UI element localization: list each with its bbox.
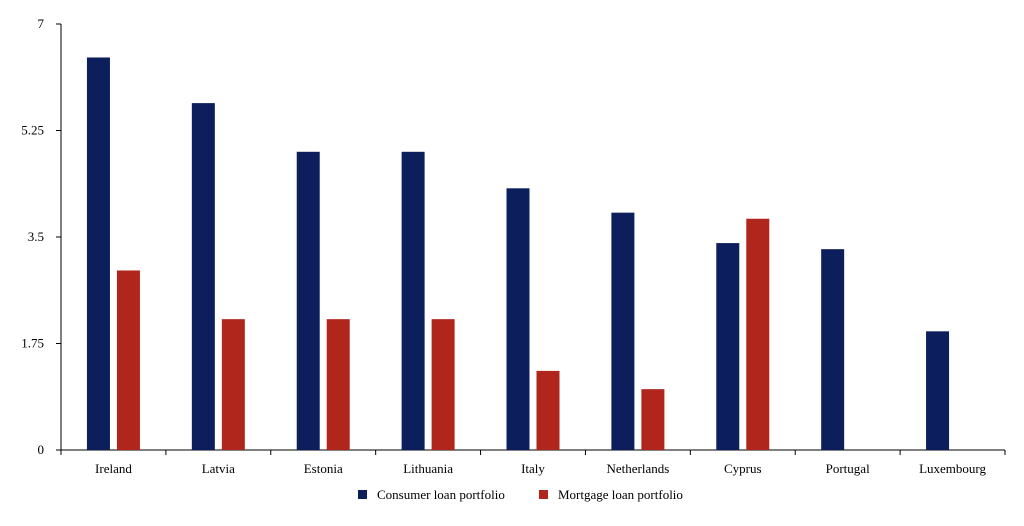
x-tick-label: Estonia xyxy=(304,461,343,476)
y-tick-label: 7 xyxy=(38,16,45,31)
x-tick-label: Luxembourg xyxy=(919,461,986,476)
x-tick-label: Italy xyxy=(521,461,545,476)
bar-consumer-portugal xyxy=(821,249,845,450)
legend-label: Mortgage loan portfolio xyxy=(558,487,683,502)
legend-swatch xyxy=(358,490,367,499)
legend: Consumer loan portfolio Mortgage loan por… xyxy=(358,487,683,502)
bar-mortgage-lithuania xyxy=(431,319,455,450)
bar-consumer-lithuania xyxy=(401,151,425,451)
x-tick-label: Ireland xyxy=(95,461,132,476)
bar-mortgage-cyprus xyxy=(746,218,770,450)
bar-consumer-ireland xyxy=(86,57,110,450)
legend-label: Consumer loan portfolio xyxy=(377,487,505,502)
legend-swatch xyxy=(539,490,548,499)
x-tick-label: Latvia xyxy=(202,461,235,476)
bar-mortgage-netherlands xyxy=(641,389,665,450)
bar-consumer-cyprus xyxy=(716,243,740,450)
x-tick-label: Portugal xyxy=(826,461,870,476)
bar-consumer-luxembourg xyxy=(926,331,950,450)
y-axis: 0 1.75 3.5 5.25 7 xyxy=(21,16,62,457)
bar-mortgage-italy xyxy=(536,370,560,450)
bar-mortgage-ireland xyxy=(116,270,140,450)
x-tick-label: Netherlands xyxy=(606,461,669,476)
x-tick-label: Cyprus xyxy=(724,461,762,476)
bar-consumer-estonia xyxy=(296,151,320,451)
y-tick-label: 3.5 xyxy=(28,229,44,244)
bar-mortgage-estonia xyxy=(326,319,350,450)
x-axis: Ireland Latvia Estonia Lithuania Italy Nether… xyxy=(60,449,1006,476)
bar-mortgage-latvia xyxy=(221,319,245,450)
y-tick-label: 0 xyxy=(38,442,45,457)
y-tick-label: 5.25 xyxy=(21,123,44,138)
bar-consumer-italy xyxy=(506,188,530,451)
bars xyxy=(86,57,950,451)
x-tick-label: Lithuania xyxy=(403,461,453,476)
bar-consumer-netherlands xyxy=(611,212,635,450)
bar-consumer-latvia xyxy=(191,103,215,450)
y-tick-label: 1.75 xyxy=(21,336,44,351)
